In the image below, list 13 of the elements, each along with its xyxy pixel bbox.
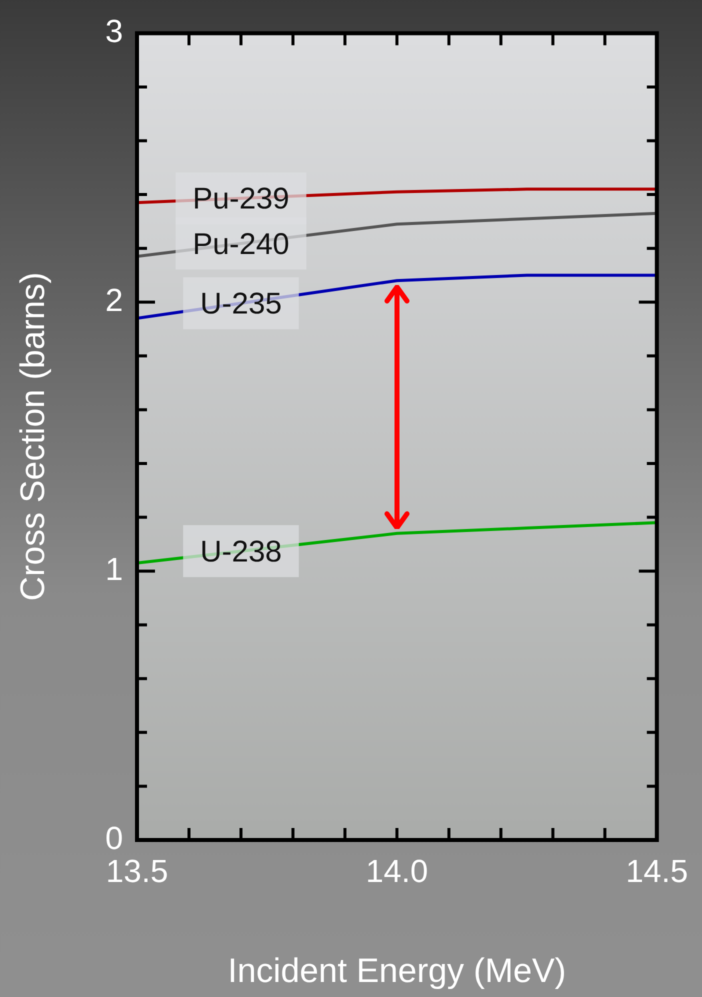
y-tick-label: 1 (105, 550, 123, 587)
x-tick-label: 13.5 (106, 853, 168, 890)
series-label: U-238 (200, 535, 282, 568)
y-tick-label: 0 (105, 820, 123, 856)
x-tick-label: 14.0 (366, 853, 428, 890)
x-tick-label: 14.5 (626, 853, 688, 890)
series-label: Pu-240 (192, 228, 290, 261)
y-tick-label: 3 (105, 13, 123, 50)
series-label: U-235 (200, 287, 282, 320)
y-tick-label: 2 (105, 282, 123, 318)
y-axis-title: Cross Section (barns) (14, 272, 52, 601)
series-label: Pu-239 (192, 182, 290, 216)
x-axis-title: Incident Energy (MeV) (228, 952, 566, 990)
